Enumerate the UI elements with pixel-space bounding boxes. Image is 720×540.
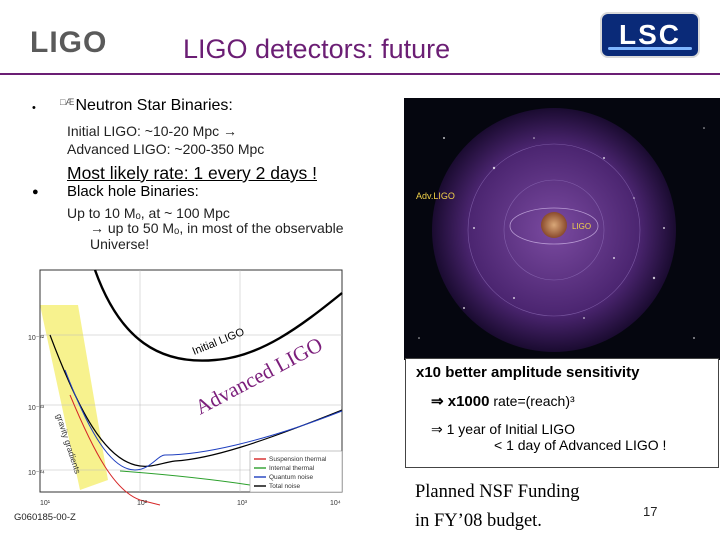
label-adv-ligo: Adv.LIGO	[416, 191, 455, 201]
funding-line-2: in FY’08 budget.	[415, 511, 542, 531]
ns-initial-ligo: Initial LIGO: ~10-20 Mpc →	[67, 123, 238, 139]
funding-note: Planned NSF Funding in FY’08 budget.	[415, 478, 579, 536]
ns-heading-text: Neutron Star Binaries:	[75, 97, 233, 114]
callout-day: < 1 day of Advanced LIGO !	[494, 437, 667, 453]
legend-total: Total noise	[269, 483, 300, 490]
lsc-logo-text: LSC	[619, 19, 681, 50]
initial-ligo-curve	[93, 269, 343, 362]
callout-rate-light: rate=(reach)³	[489, 393, 575, 409]
title-divider	[0, 73, 720, 75]
total-noise-curve	[49, 334, 343, 467]
ns-advanced-ligo: Advanced LIGO: ~200-350 Mpc	[67, 141, 265, 157]
tick-x-1: 10¹	[40, 500, 51, 507]
page-number: 17	[643, 504, 658, 519]
lsc-logo: LSC	[600, 12, 700, 58]
universe-illustration: Adv.LIGO LIGO	[416, 108, 705, 352]
sensitivity-plot: 10⁻²² 10⁻²³ 10⁻²⁴ 10¹ 10² 10³ 10⁴ Initia…	[0, 265, 395, 525]
bh-line-2: → up to 50 Mₒ, in most of the observable	[90, 220, 344, 236]
tick-y-1: 10⁻²²	[28, 335, 45, 342]
universe-reach-image: Adv.LIGO LIGO	[404, 98, 720, 360]
suspension-thermal-curve	[69, 394, 161, 506]
bullet-bh: ●	[32, 186, 39, 198]
lsc-logo-swoosh	[608, 47, 692, 50]
ns-heading: □ÆNeutron Star Binaries:	[60, 97, 233, 115]
label-initial-ligo: Initial LIGO	[191, 326, 247, 358]
callout-rate: ⇒ x1000 rate=(reach)³	[431, 392, 575, 410]
tick-x-4: 10⁴	[330, 500, 341, 507]
funding-line-1: Planned NSF Funding	[415, 482, 580, 502]
legend-internal: Internal thermal	[269, 465, 315, 472]
gravity-gradient-band	[40, 305, 108, 490]
quantum-noise-curve	[64, 369, 343, 471]
ns-glyph: □Æ	[60, 97, 75, 107]
bh-line-1: Up to 10 Mₒ, at ~ 100 Mpc	[67, 205, 230, 221]
callout-year: ⇒ 1 year of Initial LIGO	[431, 421, 576, 437]
callout-rate-bold: ⇒ x1000	[431, 393, 490, 410]
label-ligo: LIGO	[572, 222, 591, 231]
document-code: G060185-00-Z	[14, 512, 76, 523]
noise-curve-figure: 10⁻²² 10⁻²³ 10⁻²⁴ 10¹ 10² 10³ 10⁴ Initia…	[28, 269, 343, 507]
rate-statement: Most likely rate: 1 every 2 days !	[67, 163, 317, 183]
slide-title: LIGO detectors: future	[183, 34, 451, 64]
tick-x-2: 10²	[137, 500, 148, 507]
tick-x-3: 10³	[237, 500, 248, 507]
bh-line-3: Universe!	[90, 236, 150, 252]
bullet-ns: •	[32, 102, 36, 114]
plot-legend	[249, 450, 343, 493]
legend-quantum: Quantum noise	[269, 474, 313, 481]
callout-box: x10 better amplitude sensitivity ⇒ x1000…	[405, 358, 719, 468]
initial-ligo-sphere	[541, 212, 567, 238]
internal-thermal-curve	[119, 470, 251, 486]
tick-y-2: 10⁻²³	[28, 405, 45, 412]
callout-amplitude: x10 better amplitude sensitivity	[416, 364, 640, 381]
plot-frame	[39, 269, 343, 493]
tick-y-3: 10⁻²⁴	[28, 470, 45, 477]
bh-heading: Black hole Binaries:	[67, 183, 199, 200]
ligo-logo: LIGO	[30, 26, 108, 59]
legend-suspension: Suspension thermal	[269, 456, 327, 463]
